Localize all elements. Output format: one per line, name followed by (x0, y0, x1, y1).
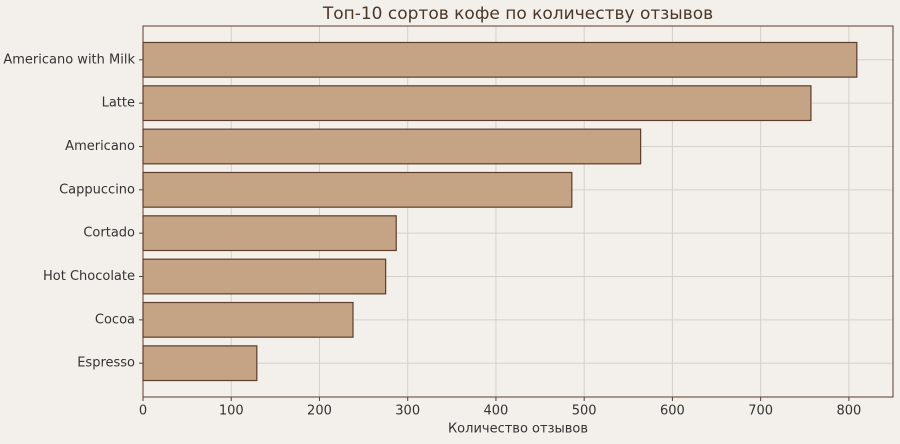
bar (142, 85, 812, 122)
y-tick-label: Espresso (77, 356, 135, 371)
plot-frame (142, 25, 894, 398)
y-tick-label: Latte (102, 96, 135, 111)
x-tick-label: 700 (748, 404, 773, 419)
x-tick-label: 200 (307, 404, 332, 419)
bar (142, 258, 387, 295)
y-tick-label: Cappuccino (59, 182, 135, 197)
bar (142, 301, 354, 338)
x-tick-label: 100 (219, 404, 244, 419)
y-tick-label: Hot Chocolate (43, 269, 135, 284)
x-tick-label: 400 (484, 404, 509, 419)
chart-title: Топ-10 сортов кофе по количеству отзывов (322, 4, 713, 24)
bar (142, 215, 397, 252)
x-tick-label: 600 (660, 404, 685, 419)
x-axis-label: Количество отзывов (448, 422, 588, 437)
bar (142, 41, 858, 78)
y-tick-label: Americano (65, 139, 135, 154)
x-tick-label: 800 (836, 404, 861, 419)
bar (142, 128, 642, 165)
y-tick-label: Cortado (83, 226, 135, 241)
y-tick-label: Americano with Milk (3, 52, 135, 67)
x-tick-label: 500 (572, 404, 597, 419)
bar (142, 171, 573, 208)
x-tick-label: 300 (395, 404, 420, 419)
bar (142, 345, 258, 382)
x-tick-label: 0 (139, 404, 147, 419)
y-tick-label: Cocoa (95, 312, 135, 327)
